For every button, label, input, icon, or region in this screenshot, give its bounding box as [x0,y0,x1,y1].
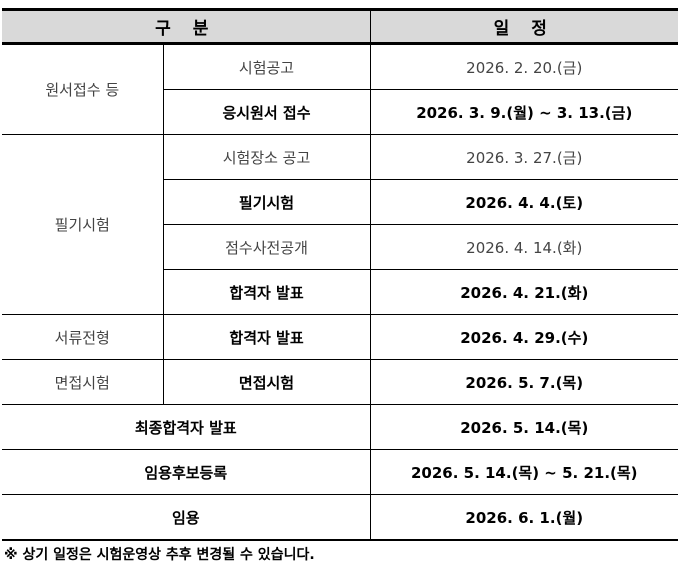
date-cell: 2026. 6. 1.(월) [370,494,678,541]
date-cell: 2026. 2. 20.(금) [370,43,678,90]
header-category: 구 분 [2,8,371,45]
table-row: 필기시험 시험장소 공고 2026. 3. 27.(금) [2,134,678,315]
item-cell: 시험공고 [163,43,371,90]
schedule-table: 구 분 일 정 원서접수 등 시험공고 2026. 2. 20.(금) 응시원서… [2,8,678,541]
item-cell: 합격자 발표 [163,314,371,360]
group-cell: 필기시험 [2,134,164,315]
item-cell: 최종합격자 발표 [2,404,371,450]
item-cell: 임용 [2,494,371,541]
group-cell: 원서접수 등 [2,43,164,135]
item-cell: 점수사전공개 [163,224,371,270]
group-cell: 서류전형 [2,314,164,360]
item-cell: 응시원서 접수 [163,89,371,135]
item-cell: 면접시험 [163,359,371,405]
table-row: 합격자 발표 2026. 4. 21.(화) [2,269,678,315]
date-cell: 2026. 5. 14.(목) [370,404,678,450]
table-row: 서류전형 합격자 발표 2026. 4. 29.(수) [2,314,678,360]
date-cell: 2026. 4. 14.(화) [370,224,678,270]
table-row: 원서접수 등 시험공고 2026. 2. 20.(금) [2,43,678,135]
table-row: 임용후보등록 2026. 5. 14.(목) ~ 5. 21.(목) [2,449,678,495]
footnote: ※ 상기 일정은 시험운영상 추후 변경될 수 있습니다. [4,547,315,563]
date-cell: 2026. 5. 7.(목) [370,359,678,405]
item-cell: 필기시험 [163,179,371,225]
date-cell: 2026. 3. 27.(금) [370,134,678,180]
header-schedule: 일 정 [370,8,678,45]
date-cell: 2026. 4. 4.(토) [370,179,678,225]
table-row: 필기시험 2026. 4. 4.(토) [2,179,678,225]
date-cell: 2026. 5. 14.(목) ~ 5. 21.(목) [370,449,678,495]
group-cell: 면접시험 [2,359,164,405]
date-cell: 2026. 3. 9.(월) ~ 3. 13.(금) [370,89,678,135]
item-cell: 합격자 발표 [163,269,371,315]
date-cell: 2026. 4. 29.(수) [370,314,678,360]
date-cell: 2026. 4. 21.(화) [370,269,678,315]
table-row: 임용 2026. 6. 1.(월) [2,494,678,541]
item-cell: 시험장소 공고 [163,134,371,180]
table-row: 최종합격자 발표 2026. 5. 14.(목) [2,404,678,450]
table-row: 면접시험 면접시험 2026. 5. 7.(목) [2,359,678,405]
table-row: 응시원서 접수 2026. 3. 9.(월) ~ 3. 13.(금) [2,89,678,135]
item-cell: 임용후보등록 [2,449,371,495]
